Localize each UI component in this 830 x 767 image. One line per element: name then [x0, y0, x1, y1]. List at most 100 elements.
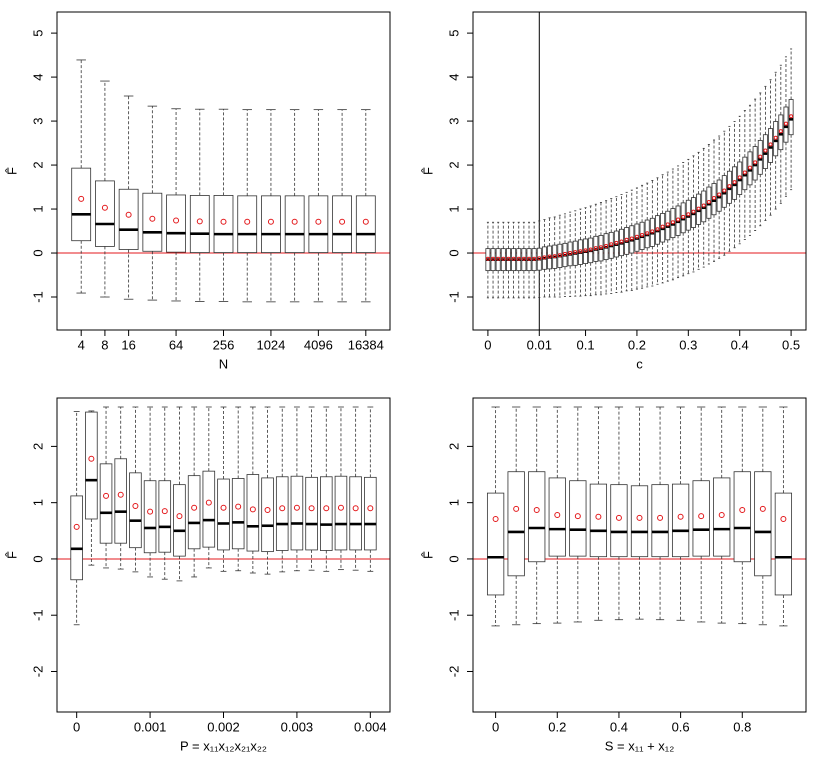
x-tick-label: 4096: [304, 337, 333, 352]
mean-marker: [554, 512, 561, 519]
panel: -2 -1 0 1 2 0 0.001 0.002 0.003 0.004 P = x₁₁x₁₂x₂…: [4, 397, 391, 753]
mean-marker: [352, 505, 359, 512]
mean-marker: [176, 513, 183, 520]
x-tick-label: 0.2: [628, 337, 646, 352]
mean-marker: [491, 256, 496, 261]
box: [290, 475, 304, 551]
box: [773, 121, 779, 157]
panel: -1 0 1 2 3 4 5 0 0.01 0.1 0.2 0.3 0.4 0.5 c F̂: [420, 11, 807, 371]
x-tick-label: 64: [169, 337, 183, 352]
y-tick-label: 5: [30, 29, 45, 36]
plot-frame: [56, 11, 391, 331]
x-tick-label: 0.4: [731, 337, 749, 352]
box: [118, 188, 139, 250]
mean-marker: [711, 196, 717, 201]
x-tick-label: 0.004: [354, 719, 387, 734]
mean-marker: [521, 256, 526, 261]
mean-marker: [117, 491, 124, 498]
mean-marker: [660, 224, 665, 229]
box: [166, 194, 186, 253]
box: [732, 166, 738, 200]
mean-marker: [574, 513, 581, 520]
mean-marker: [125, 211, 132, 218]
mean-marker: [73, 523, 80, 530]
mean-marker: [220, 218, 227, 225]
box: [671, 483, 690, 558]
mean-marker: [773, 135, 778, 140]
x-tick-label: 0.1: [577, 337, 595, 352]
y-tick-label: 3: [446, 117, 461, 124]
mean-marker: [722, 188, 727, 193]
box: [71, 167, 92, 242]
mean-marker: [537, 256, 542, 261]
box: [721, 175, 727, 208]
box: [737, 161, 743, 195]
mean-marker: [686, 212, 691, 217]
mean-marker: [485, 256, 490, 261]
mean-marker: [691, 209, 696, 214]
x-tick-label: 0.001: [134, 719, 167, 734]
box: [691, 197, 696, 228]
box: [706, 186, 712, 219]
y-axis-title: F̂: [4, 167, 19, 175]
box: [507, 471, 525, 577]
mean-marker: [655, 227, 660, 232]
mean-marker: [759, 505, 766, 512]
mean-marker: [578, 249, 583, 254]
x-axis-title: S = x₁₁ + x₁₂: [605, 738, 675, 753]
mean-marker: [739, 506, 746, 513]
mean-marker: [293, 504, 300, 511]
box: [173, 484, 186, 557]
mean-marker: [339, 218, 346, 225]
mean-marker: [665, 222, 670, 227]
box: [246, 474, 260, 552]
box: [320, 476, 333, 551]
y-tick-label: 0: [446, 249, 461, 256]
x-tick-label: 0.8: [733, 719, 751, 734]
mean-marker: [737, 175, 742, 180]
x-tick-label: 8: [101, 337, 108, 352]
mean-marker: [789, 114, 794, 119]
mean-marker: [501, 256, 506, 261]
box: [334, 475, 348, 551]
box: [349, 476, 362, 551]
box: [158, 480, 172, 553]
mean-marker: [557, 253, 562, 258]
y-tick-label: -1: [30, 609, 45, 621]
y-tick-label: -1: [30, 291, 45, 303]
x-tick-label: 16384: [348, 337, 384, 352]
mean-marker: [132, 503, 139, 510]
y-tick-label: -1: [446, 291, 461, 303]
y-tick-label: 0: [30, 249, 45, 256]
plot-frame: [472, 11, 807, 331]
box: [231, 478, 245, 550]
box: [774, 492, 793, 596]
mean-marker: [604, 243, 609, 249]
mean-marker: [532, 256, 537, 261]
x-tick-label: 0.4: [610, 719, 628, 734]
mean-marker: [267, 218, 274, 225]
box: [528, 471, 546, 563]
mean-marker: [516, 256, 521, 261]
y-tick-label: 1: [30, 205, 45, 212]
mean-marker: [173, 217, 180, 224]
box: [670, 208, 676, 239]
y-tick-label: 1: [446, 205, 461, 212]
panel: -2 -1 0 1 2 0 0.2 0.4 0.6 0.8 S = x₁₁ + x₁₂ F̂: [420, 397, 807, 753]
y-tick-label: 0: [446, 555, 461, 562]
box: [70, 495, 83, 581]
y-tick-label: 1: [30, 499, 45, 506]
mean-marker: [308, 505, 315, 512]
mean-marker: [701, 203, 706, 208]
mean-marker: [249, 506, 256, 513]
y-axis-title: F̂: [4, 551, 19, 559]
box: [713, 477, 731, 557]
mean-marker: [367, 505, 374, 512]
box: [630, 485, 649, 558]
y-tick-label: 3: [30, 117, 45, 124]
x-tick-label: 0.2: [548, 719, 566, 734]
panel: -1 0 1 2 3 4 5 4 8 16 64 256 1024 4096 16384 N F̂: [4, 11, 391, 371]
mean-marker: [147, 508, 154, 515]
mean-marker: [315, 218, 322, 225]
y-tick-label: 0: [30, 555, 45, 562]
